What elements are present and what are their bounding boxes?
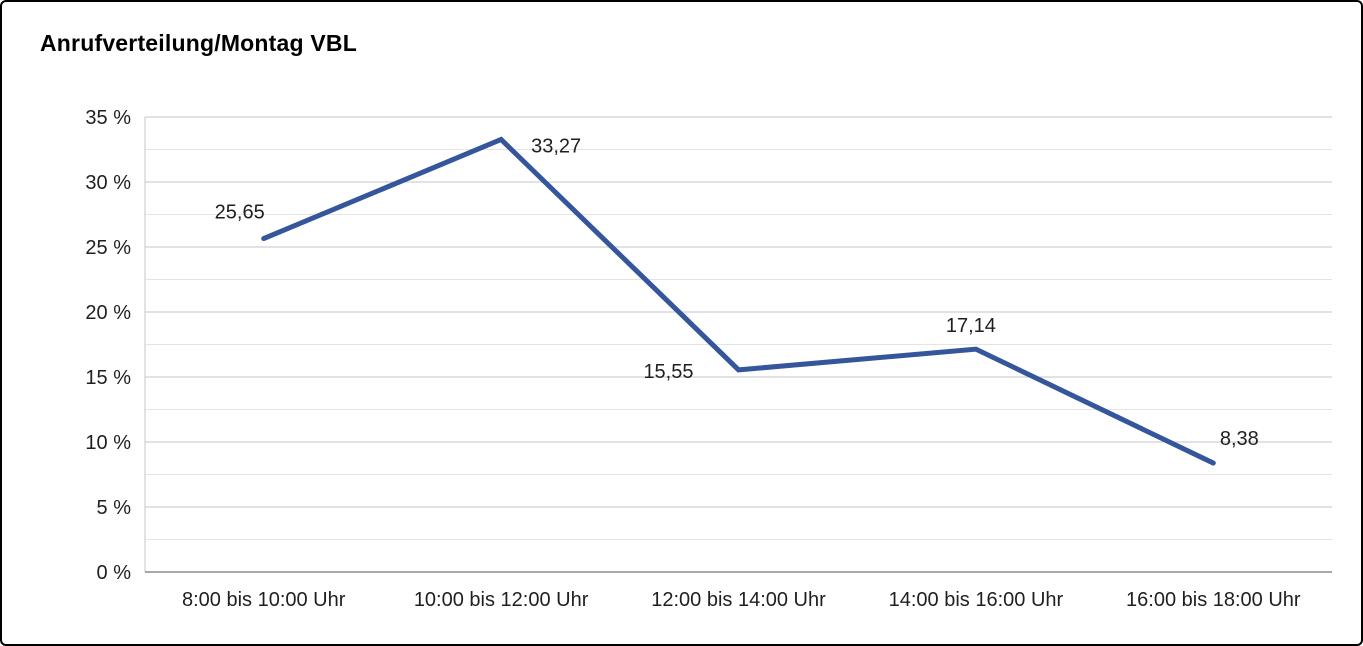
- chart-title: Anrufverteilung/Montag VBL: [40, 30, 357, 56]
- y-axis-tick-label: 5 %: [97, 497, 132, 519]
- data-point-label: 15,55: [643, 361, 693, 383]
- data-series-line: [261, 136, 1216, 466]
- y-axis-tick-label: 15 %: [85, 367, 131, 389]
- x-axis-category-label: 16:00 bis 18:00 Uhr: [1126, 589, 1301, 611]
- y-axis-tick-label: 10 %: [85, 432, 131, 454]
- y-axis-tick-label: 30 %: [85, 172, 131, 194]
- data-point-label: 33,27: [531, 135, 581, 157]
- data-point-label: 8,38: [1220, 428, 1259, 450]
- y-axis-tick-label: 35 %: [85, 107, 131, 129]
- x-axis-category-label: 10:00 bis 12:00 Uhr: [414, 589, 589, 611]
- x-axis-category-label: 8:00 bis 10:00 Uhr: [182, 589, 346, 611]
- x-axis-category-label: 14:00 bis 16:00 Uhr: [889, 589, 1064, 611]
- y-axis-tick-label: 20 %: [85, 302, 131, 324]
- y-axis-tick-label: 25 %: [85, 237, 131, 259]
- data-point-label: 25,65: [215, 202, 265, 224]
- y-axis-tick-label: 0 %: [97, 562, 132, 584]
- x-axis-category-label: 12:00 bis 14:00 Uhr: [651, 589, 826, 611]
- data-point-label: 17,14: [946, 315, 996, 337]
